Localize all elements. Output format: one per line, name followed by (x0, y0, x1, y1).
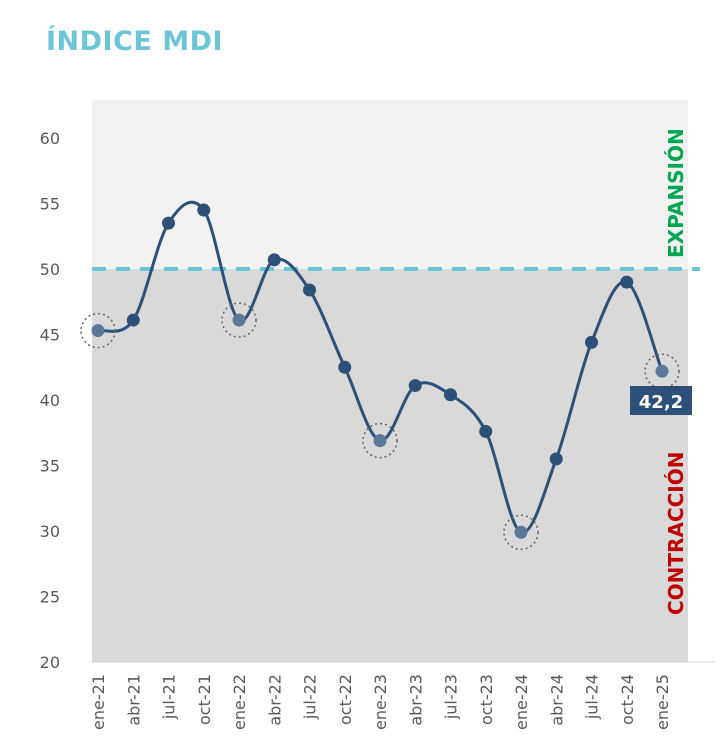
y-tick-label: 40 (40, 391, 60, 410)
highlight-ring (80, 312, 116, 349)
x-tick-label: oct-21 (195, 674, 214, 725)
contraction-label: CONTRACCIÓN (664, 452, 688, 615)
x-tick-label: abr-21 (124, 674, 143, 726)
highlight-ring (362, 422, 398, 459)
y-tick-label: 55 (40, 195, 60, 214)
y-tick-label: 60 (40, 129, 60, 148)
expansion-zone (92, 100, 688, 269)
x-tick-label: ene-25 (653, 674, 672, 730)
data-point (620, 275, 634, 289)
data-point (408, 379, 422, 393)
data-point (444, 388, 457, 402)
data-point (91, 324, 105, 338)
y-tick-label: 20 (40, 653, 60, 672)
last-value-label: 42,2 (639, 392, 683, 413)
data-point (514, 525, 528, 539)
x-tick-label: ene-21 (89, 674, 108, 730)
x-tick-label: abr-24 (547, 674, 566, 726)
data-point (126, 313, 140, 327)
x-tick-label: ene-23 (371, 674, 390, 730)
data-point (338, 360, 352, 374)
data-point (162, 216, 175, 230)
y-tick-label: 25 (40, 588, 60, 607)
y-tick-label: 30 (40, 522, 60, 541)
x-tick-label: abr-22 (265, 674, 284, 726)
data-point (585, 335, 598, 349)
data-point (232, 313, 246, 327)
x-tick-label: ene-24 (512, 674, 531, 730)
last-value-badge (630, 386, 692, 415)
y-tick-label: 50 (40, 260, 60, 279)
data-point (373, 434, 387, 448)
x-tick-label: jul-24 (583, 674, 602, 720)
highlight-ring (221, 302, 257, 338)
data-point (303, 283, 316, 297)
data-point (549, 452, 563, 466)
x-tick-label: jul-21 (160, 674, 179, 720)
x-tick-label: oct-23 (477, 674, 496, 725)
expansion-label: EXPANSIÓN (664, 128, 688, 258)
y-tick-label: 35 (40, 457, 60, 476)
highlight-ring (503, 514, 539, 551)
x-tick-label: oct-24 (618, 674, 637, 725)
data-point (267, 253, 281, 267)
data-point (479, 424, 493, 438)
x-tick-label: oct-22 (336, 674, 355, 725)
chart-title: ÍNDICE MDI (46, 26, 224, 57)
y-tick-label: 45 (40, 326, 60, 345)
x-tick-label: abr-23 (406, 674, 425, 726)
data-point (655, 364, 669, 378)
contraction-zone (92, 269, 688, 662)
x-tick-label: ene-22 (230, 674, 249, 730)
x-tick-label: jul-23 (442, 674, 461, 720)
x-tick-label: jul-22 (301, 674, 320, 720)
data-point (197, 203, 211, 217)
